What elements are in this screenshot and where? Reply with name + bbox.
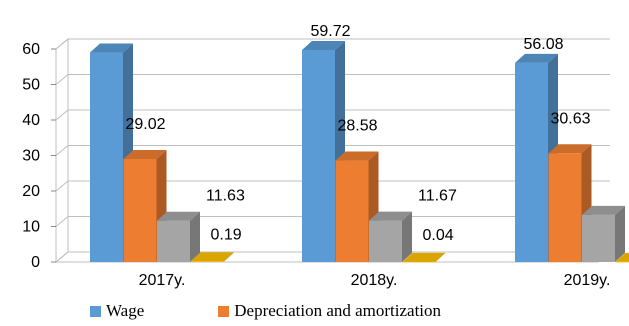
bar-top bbox=[190, 252, 234, 262]
bar-chart: 0 10 20 30 40 50 60 29.02 11.63 0.19 59.72 28.58 11… bbox=[22, 23, 629, 289]
data-labels: 29.02 11.63 0.19 59.72 28.58 11.67 0.04 56.08 30… bbox=[126, 23, 591, 244]
bar-top bbox=[123, 149, 167, 159]
category-labels: 2017y. 2018y. 2019y. bbox=[139, 272, 611, 289]
data-label: 0.19 bbox=[211, 226, 242, 243]
legend-label-wage: Wage bbox=[106, 301, 145, 320]
bar bbox=[190, 252, 234, 262]
y-tick-label: 10 bbox=[22, 219, 40, 236]
y-tick-label: 30 bbox=[22, 148, 40, 165]
legend-item-depreciation: Depreciation and amortization bbox=[218, 301, 441, 321]
bar-front bbox=[157, 220, 190, 262]
legend: Wage Depreciation and amortization bbox=[90, 300, 515, 322]
gridline-side-30 bbox=[55, 145, 69, 156]
bar-side bbox=[615, 205, 625, 262]
gridline-side-60 bbox=[55, 38, 69, 50]
bar-side bbox=[435, 252, 446, 262]
bar-front bbox=[582, 214, 615, 262]
bar bbox=[615, 252, 629, 263]
x-category-label: 2019y. bbox=[564, 272, 611, 289]
data-label: 11.67 bbox=[418, 188, 457, 205]
y-tick-label: 50 bbox=[22, 77, 40, 94]
bar-front bbox=[369, 220, 402, 262]
y-tick-label: 20 bbox=[22, 183, 40, 200]
y-tick-label: 40 bbox=[22, 112, 40, 129]
bar-top bbox=[90, 43, 133, 53]
data-label: 28.58 bbox=[338, 118, 378, 135]
data-label: 56.08 bbox=[523, 36, 563, 53]
y-tick-label: 60 bbox=[22, 41, 40, 58]
x-category-label: 2018y. bbox=[351, 272, 398, 289]
data-label: 11.63 bbox=[206, 188, 245, 205]
bar-front bbox=[335, 160, 369, 262]
bar bbox=[402, 252, 446, 263]
data-label: 29.02 bbox=[126, 116, 166, 133]
y-tick-label: 0 bbox=[31, 254, 40, 271]
bar-top bbox=[302, 40, 345, 50]
gridline-side-40 bbox=[55, 109, 69, 121]
bar-top bbox=[548, 144, 592, 154]
gridline-side-0 bbox=[55, 251, 69, 263]
bar-side bbox=[190, 211, 200, 262]
data-label: 59.72 bbox=[310, 23, 350, 40]
bar-front bbox=[302, 49, 335, 262]
bar-top bbox=[369, 211, 412, 221]
bar-top bbox=[335, 151, 379, 161]
legend-label-depreciation: Depreciation and amortization bbox=[234, 301, 442, 320]
bar-side bbox=[402, 211, 412, 262]
data-label: 30.63 bbox=[551, 110, 591, 127]
bar-front bbox=[90, 52, 123, 262]
bar-front bbox=[123, 158, 157, 262]
y-axis-ticks: 0 10 20 30 40 50 60 bbox=[22, 41, 56, 271]
bar-top bbox=[157, 211, 200, 221]
bar-front bbox=[515, 62, 548, 262]
bar-front bbox=[402, 261, 436, 263]
bar-front bbox=[615, 261, 629, 263]
bar bbox=[369, 211, 412, 262]
bar-top bbox=[615, 252, 629, 262]
bar-front bbox=[548, 153, 582, 262]
bar-top bbox=[515, 53, 558, 63]
legend-swatch-wage bbox=[90, 305, 101, 317]
bar-top bbox=[402, 252, 446, 262]
bar bbox=[157, 211, 200, 262]
gridline-side-20 bbox=[55, 180, 69, 192]
bar bbox=[90, 43, 133, 262]
bar-front bbox=[190, 261, 224, 262]
bar bbox=[582, 205, 625, 262]
legend-swatch-depreciation bbox=[218, 305, 230, 317]
legend-item-wage: Wage bbox=[90, 301, 144, 321]
bars bbox=[90, 40, 629, 263]
gridline-side-50 bbox=[55, 74, 69, 85]
bar-side bbox=[223, 252, 234, 262]
data-label: 0.04 bbox=[423, 227, 454, 244]
gridline-side-10 bbox=[55, 216, 69, 227]
bar-top bbox=[582, 205, 625, 215]
x-category-label: 2017y. bbox=[139, 272, 186, 289]
